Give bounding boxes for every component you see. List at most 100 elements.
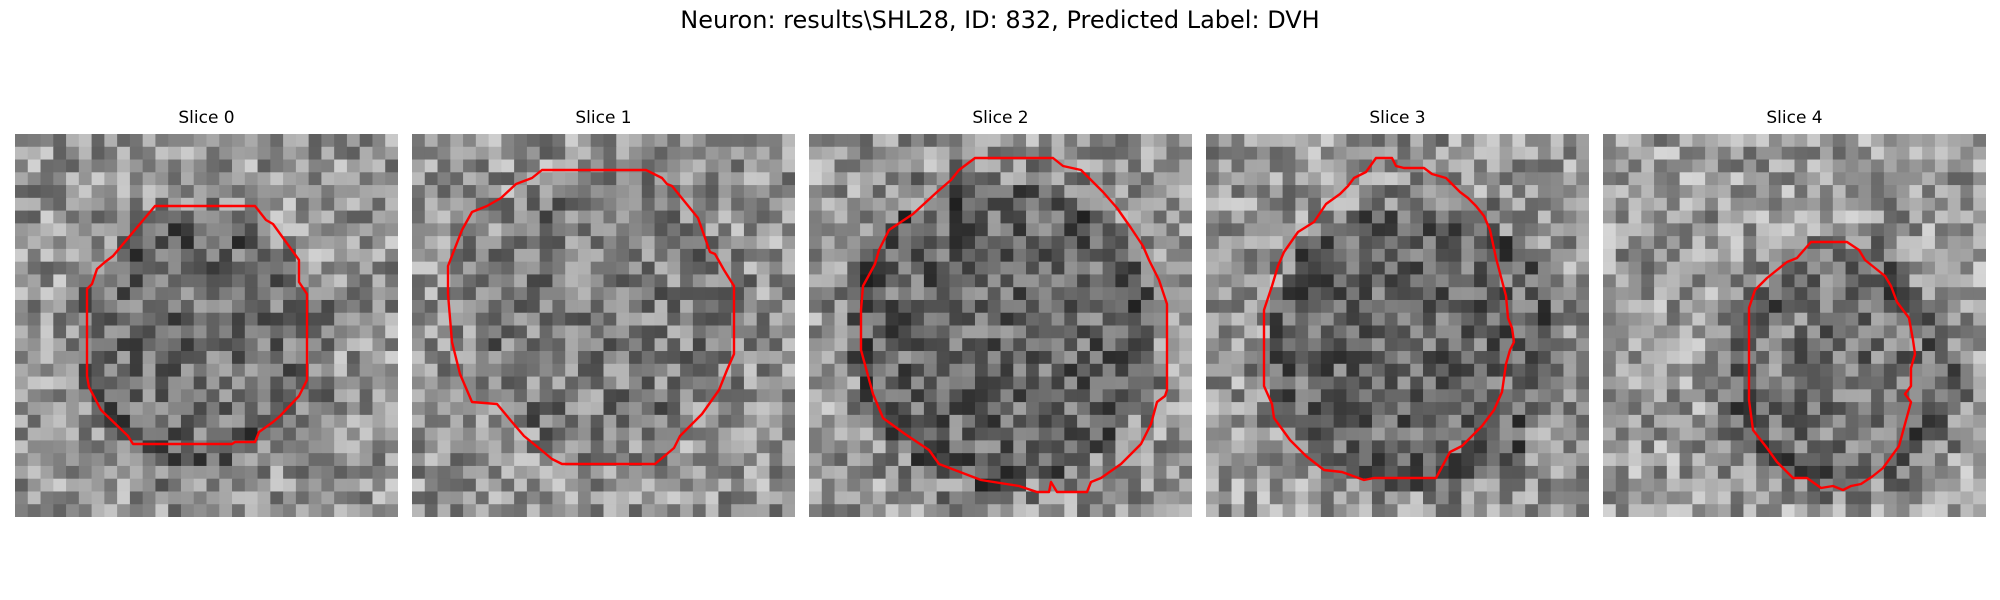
slice-panel-4: Slice 4 [1603,108,1986,517]
pixel [1960,185,1974,199]
pixel [705,223,719,237]
pixel [821,185,836,199]
pixel [1537,172,1552,186]
pixel [168,299,182,314]
pixel [155,236,169,250]
pixel [847,478,861,493]
pixel [1013,312,1027,327]
pixel [1320,414,1335,429]
pixel [193,274,208,288]
pixel [1320,236,1335,250]
pixel [603,172,617,186]
pixel [1756,376,1770,390]
pixel [1679,274,1693,288]
pixel [1537,338,1552,352]
pixel [91,312,105,327]
pixel [1603,185,1617,199]
pixel [949,185,963,199]
pixel [1576,312,1589,327]
pixel [1089,223,1104,237]
pixel [1845,504,1859,517]
pixel [1807,414,1821,429]
pixel [1973,338,1986,352]
pixel [1537,197,1552,212]
pixel [872,440,887,454]
pixel [731,414,745,429]
pixel [1858,134,1872,148]
pixel [1654,338,1668,352]
pixel [1794,504,1808,517]
pixel [53,351,67,365]
pixel [142,325,157,339]
pixel [860,299,874,314]
pixel [385,223,398,237]
pixel [769,478,783,493]
pixel [756,236,771,250]
pixel [1064,363,1078,378]
pixel [270,146,284,161]
pixel [244,363,259,378]
pixel [603,389,617,403]
pixel [1909,172,1923,186]
pixel [180,159,195,173]
pixel [1934,210,1949,224]
pixel [1615,299,1630,314]
pixel [1499,172,1513,186]
pixel [1423,248,1437,263]
pixel [1679,465,1693,480]
pixel [809,274,823,288]
pixel [872,338,887,352]
pixel [1308,414,1322,429]
pixel [1768,261,1783,276]
pixel [1692,197,1706,212]
pixel [334,465,348,480]
pixel [1525,299,1539,314]
pixel [782,338,795,352]
pixel [539,478,554,493]
pixel [885,453,899,467]
pixel [1140,274,1155,288]
pixel [308,478,322,493]
pixel [321,363,335,378]
pixel [1077,504,1091,517]
pixel [142,376,157,390]
pixel [78,491,93,505]
pixel [1947,453,1962,467]
pixel [1871,172,1885,186]
pixel [565,376,579,390]
pixel [1384,363,1399,378]
pixel [385,402,398,416]
pixel [1832,159,1847,173]
pixel [680,312,694,327]
pixel [232,427,246,441]
pixel [1051,389,1065,403]
pixel [1525,210,1539,224]
pixel [987,453,1002,467]
pixel [1423,402,1437,416]
pixel [1077,146,1091,161]
pixel [1179,159,1192,173]
pixel [1820,465,1834,480]
pixel [424,223,439,237]
pixel [1922,185,1936,199]
pixel [117,223,131,237]
pixel [412,185,426,199]
pixel-grid [1603,134,1986,517]
pixel [1909,440,1923,454]
pixel [1102,261,1116,276]
pixel [1960,287,1974,301]
pixel [898,172,912,186]
pixel [1550,274,1565,288]
pixel [78,427,93,441]
pixel [577,427,592,441]
pixel [898,223,912,237]
pixel [78,414,93,429]
pixel [155,325,169,339]
pixel [577,236,592,250]
pixel [1308,261,1322,276]
pixel [1960,159,1974,173]
pixel [1051,414,1065,429]
pixel [1615,363,1630,378]
pixel [193,185,208,199]
pixel [142,351,157,365]
